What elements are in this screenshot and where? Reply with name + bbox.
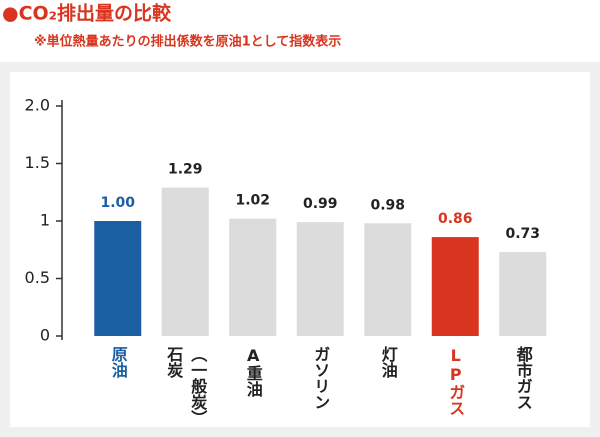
value-label: 1.00 [100, 195, 135, 211]
y-tick-label: 2.0 [25, 96, 50, 115]
value-label: 0.73 [505, 226, 540, 242]
bar [364, 223, 412, 336]
value-label: 1.02 [235, 193, 270, 209]
bar [161, 187, 209, 336]
bar [499, 252, 547, 336]
value-label: 1.29 [168, 162, 203, 178]
chart-title: ●CO₂排出量の比較 [2, 2, 172, 25]
y-tick-label: 0 [40, 326, 50, 345]
y-tick-label: 0.5 [25, 268, 50, 287]
x-tick-label: LPガス [446, 346, 466, 416]
x-tick-label: 都市ガス [513, 346, 533, 410]
y-tick-label: 1 [40, 211, 50, 230]
bar [431, 237, 479, 336]
x-tick-label: A重油 [243, 346, 263, 397]
chart-subtitle: ※単位熱量あたりの排出係数を原油1として指数表示 [34, 34, 341, 50]
x-tick-label: ガソリン [311, 346, 331, 410]
x-tick-label: 原油 [108, 346, 128, 378]
value-label: 0.86 [438, 211, 473, 227]
x-tick-label: 石炭 （一般炭） [164, 346, 208, 426]
bar [229, 218, 277, 336]
x-tick-label: 灯油 [378, 346, 398, 378]
value-label: 0.99 [303, 196, 338, 212]
bar [94, 221, 142, 336]
value-label: 0.98 [370, 197, 405, 213]
y-tick-label: 1.5 [25, 153, 50, 172]
bar [296, 222, 344, 336]
